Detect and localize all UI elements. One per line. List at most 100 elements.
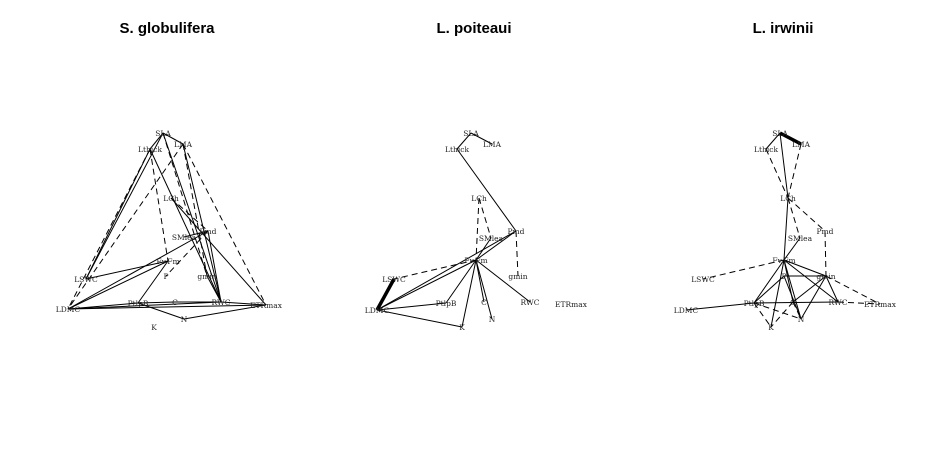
node-lma: LMA [483, 140, 502, 149]
edge-fvfm-ldmc [376, 259, 477, 311]
edge-ptlpb-c [137, 301, 176, 304]
edge-fvfm-k [770, 259, 785, 328]
node-lch: LCh [471, 194, 487, 203]
edge-pmd-gmin [515, 230, 519, 277]
edge-lch-pmd [170, 197, 209, 232]
node-n: N [489, 315, 496, 324]
node-gmin: gmin [197, 272, 216, 281]
edge-gmin-c [792, 275, 827, 303]
edge-lthick-pmd [456, 148, 517, 232]
edge-lch-etrmax [170, 197, 267, 306]
node-c: C [481, 298, 487, 307]
edge-sla-lthick [149, 132, 164, 150]
edge-fvfm-c [475, 259, 485, 303]
node-c: C [790, 298, 796, 307]
node-ldmc: LDMC [56, 305, 81, 314]
edge-smlea-fvfm [475, 237, 492, 261]
edge-ldmc-ptlpb [685, 302, 755, 311]
edge-sla-gmin [162, 132, 208, 277]
edge-ldmc-ptlpb [376, 302, 447, 311]
node-lswc: LSWC [74, 275, 98, 284]
node-pmd: Pmd [817, 227, 834, 236]
node-k: K [459, 323, 465, 332]
node-sla: SLA [463, 129, 479, 138]
edges-l-irwinii [685, 131, 881, 328]
panel-title-s-globulifera: S. globulifera [119, 20, 215, 37]
edge-fvfm-gmin [783, 259, 827, 277]
edge-fvfm-k [461, 259, 477, 328]
edge-sla-lthick [456, 132, 472, 150]
node-lthick: Lthick [138, 145, 162, 154]
node-lthick: Lthick [445, 145, 469, 154]
node-lswc: LSWC [382, 275, 406, 284]
edge-gmin-etrmax [825, 275, 881, 305]
node-smlea: SMlea [172, 233, 197, 242]
edge-pmd-ldmc [67, 230, 209, 310]
edge-pmd-fvfm [475, 230, 517, 261]
edge-fvfm-lswc [702, 259, 785, 280]
edge-fvfm-rwc [475, 259, 531, 303]
edge-fvfm-ldmc [67, 260, 169, 310]
edge-lthick-lch [765, 148, 789, 199]
nodes-l-irwinii: SLA LMA Lthick LCh Pmd SMlea Fv.Fm P gmin LSWC LDM… [674, 129, 897, 332]
edge-pmd-ldmc [376, 230, 517, 311]
node-ptlpb: PtlpB [128, 299, 149, 308]
edge-fvfm-n [475, 259, 493, 320]
edge-lthick-fvfm [149, 148, 169, 262]
edge-ptlpb-n [137, 302, 185, 320]
edge-fvfm-rwc [783, 259, 839, 303]
node-pmd: Pmd [508, 227, 525, 236]
node-smlea: SMlea [788, 234, 813, 243]
panel-l-poiteaui: L. poiteaui SLA LMA Lthick LCh Pmd SMlea Fv.Fm… [365, 20, 588, 332]
edge-sla-lthick [765, 132, 781, 150]
node-sla: SLA [772, 129, 788, 138]
node-lthick: Lthick [754, 145, 778, 154]
node-p: P [163, 272, 168, 281]
edge-lma-gmin [182, 143, 208, 277]
node-ldmc: LDMC [365, 306, 390, 315]
node-lch: LCh [780, 194, 796, 203]
edge-sla-rwc [162, 132, 222, 303]
node-p: P [781, 272, 786, 281]
node-etrmax: ETRmax [555, 300, 588, 309]
edge-fvfm-n [783, 259, 802, 320]
node-c: C [172, 298, 178, 307]
edge-gmin-rwc [206, 275, 222, 303]
edges-s-globulifera [67, 132, 267, 320]
edge-fvfm-ptlpb [445, 259, 477, 304]
node-gmin: gmin [508, 272, 527, 281]
node-etrmax: ETRmax [864, 300, 897, 309]
edge-fvfm-ptlpb [137, 260, 169, 304]
edge-sla-lma [779, 131, 802, 146]
edge-sla-lch [779, 132, 789, 199]
edge-lswc-ldmc [375, 278, 396, 311]
edge-lthick-rwc [149, 148, 222, 303]
panel-title-l-irwinii: L. irwinii [753, 20, 814, 37]
node-gmin: gmin [816, 272, 835, 281]
node-ldmc: LDMC [674, 306, 699, 315]
node-k: K [768, 323, 774, 332]
edge-ldmc-k [376, 309, 463, 328]
edge-fvfm-ptlpb [753, 259, 785, 304]
edge-rwc-etrmax [220, 301, 267, 306]
edge-smlea-fvfm [783, 237, 801, 261]
edge-pmd-rwc [207, 230, 222, 303]
edge-lch-smlea [478, 197, 492, 239]
edge-rwc-ptlpb [753, 301, 839, 304]
edge-ptlpb-k [753, 302, 772, 328]
edge-lswc-fvfm [85, 260, 169, 280]
edge-lma-etrmax [182, 143, 267, 306]
node-etrmax: ETRmax [250, 301, 283, 310]
edge-p-ptlpb [753, 275, 785, 304]
panel-l-irwinii: L. irwinii SLA LMA Lthick LCh Pmd SMlea Fv.Fm P… [674, 20, 897, 332]
edge-rwc-etrmax [837, 301, 881, 305]
node-rwc: RWC [212, 298, 231, 307]
node-fvfm: Fv.Fm [772, 256, 795, 265]
nodes-l-poiteaui: SLA LMA Lthick LCh Pmd SMlea Fv.Fm gmin LSWC LDMC… [365, 129, 588, 332]
edge-ptlpb-n [753, 302, 802, 320]
edge-sla-lma [162, 132, 184, 145]
edge-gmin-n [800, 275, 827, 320]
